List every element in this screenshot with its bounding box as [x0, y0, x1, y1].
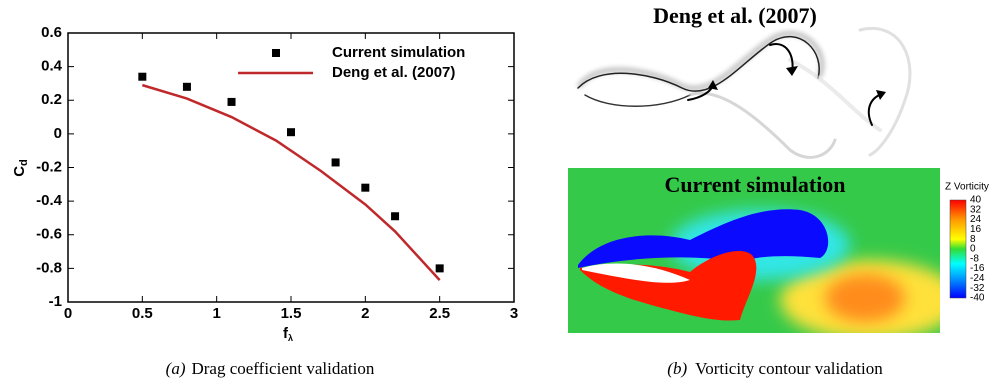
y-axis-label: Cd [11, 159, 30, 177]
chart: -1 -0.8 -0.6 -0.4 -0.2 0 0.2 0.4 0.6 0 0.5 1 1.5 2 2.5… [36, 24, 518, 322]
caption-a: (a) Drag coefficient validation [166, 359, 375, 378]
caption-a-label: (a) [166, 359, 186, 378]
y-label-sub: d [18, 159, 30, 166]
data-point [331, 158, 340, 167]
colorbar-tick-label: -24 [970, 273, 985, 284]
x-axis-label: fλ [283, 325, 293, 343]
vorticity-contour [568, 168, 940, 333]
colorbar-tick-label: -8 [970, 253, 979, 264]
x-label-sub: λ [288, 333, 293, 343]
legend-marker [272, 49, 280, 57]
x-tick-label: 2.5 [429, 305, 450, 322]
data-point [182, 82, 191, 91]
x-label-base: f [283, 325, 289, 342]
colorbar-tick-label: -16 [970, 263, 985, 274]
y-label-base: C [11, 166, 28, 177]
y-tick-label: 0.4 [41, 58, 63, 75]
y-tick-label: -1 [49, 293, 62, 310]
caption-b-text: Vorticity contour validation [695, 359, 883, 378]
colorbar-tick-label: 16 [970, 224, 982, 235]
caption-b-label: (b) [667, 359, 687, 378]
y-tick-label: -0.4 [36, 192, 63, 209]
colorbar-tick-label: -40 [970, 293, 985, 304]
colorbar-tick-label: 0 [970, 244, 976, 255]
colorbar-tick-label: 8 [970, 234, 976, 245]
wake-sketch [577, 27, 912, 159]
colorbar-tick-label: 40 [970, 195, 982, 206]
data-point [361, 183, 370, 192]
y-tick-label: 0.2 [41, 91, 62, 108]
colorbar-title: Z Vorticity [945, 182, 989, 193]
y-tick-label: -0.6 [36, 226, 62, 243]
y-tick-label: 0.6 [41, 24, 62, 41]
colorbar-tick-label: 24 [970, 214, 982, 225]
x-tick-label: 1.5 [281, 305, 302, 322]
data-point [227, 97, 236, 106]
x-tick-label: 2 [361, 305, 369, 322]
colorbar-tick-label: 32 [970, 204, 982, 215]
data-line [141, 83, 441, 281]
colorbar [949, 199, 967, 299]
x-tick-label: 1 [212, 305, 220, 322]
x-tick-label: 0 [64, 305, 72, 322]
legend-label: Current simulation [332, 44, 465, 61]
y-tick-label: 0 [54, 125, 62, 142]
legend-label: Deng et al. (2007) [332, 64, 455, 81]
data-point [435, 264, 444, 273]
top-title: Deng et al. (2007) [653, 3, 817, 28]
caption-a-text: Drag coefficient validation [191, 359, 374, 378]
y-tick-label: -0.8 [36, 259, 62, 276]
bottom-title: Current simulation [664, 172, 845, 197]
data-point [391, 212, 400, 221]
x-tick-label: 3 [510, 305, 518, 322]
y-tick-label: -0.2 [36, 158, 62, 175]
data-point [138, 72, 147, 81]
x-tick-label: 0.5 [132, 305, 153, 322]
data-point [287, 128, 295, 137]
caption-b: (b) Vorticity contour validation [667, 359, 883, 378]
colorbar-tick-label: -32 [970, 283, 985, 294]
